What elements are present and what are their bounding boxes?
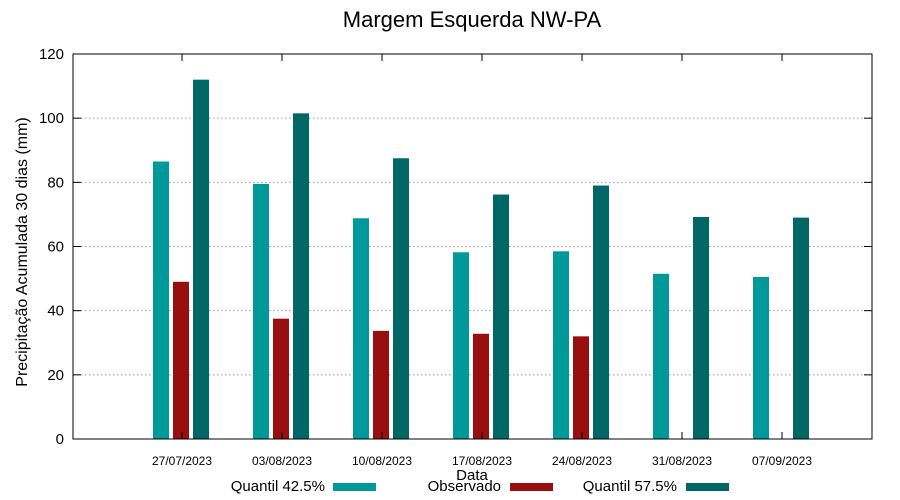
bar	[553, 251, 569, 439]
grid-layer	[73, 117, 872, 376]
x-tick-label: 03/08/2023	[252, 454, 312, 468]
bar	[653, 273, 669, 439]
legend-label: Observado	[428, 478, 501, 495]
y-tick-label: 120	[39, 46, 64, 63]
x-tick-label: 27/07/2023	[152, 454, 212, 468]
bar	[793, 217, 809, 439]
x-tick-label: 10/08/2023	[352, 454, 412, 468]
y-tick-label: 80	[47, 174, 64, 191]
legend-swatch	[686, 483, 729, 491]
x-tick-label: 07/09/2023	[752, 454, 812, 468]
bar	[493, 194, 509, 439]
y-tick-label: 100	[39, 110, 64, 127]
bar	[253, 183, 269, 439]
x-tick-label: 24/08/2023	[552, 454, 612, 468]
legend: Quantil 42.5% Observado Quantil 57.5%	[231, 478, 729, 495]
legend-label: Quantil 57.5%	[583, 478, 677, 495]
y-tick-label: 0	[56, 431, 64, 448]
bar	[573, 336, 589, 439]
bar	[193, 79, 209, 440]
legend-label: Quantil 42.5%	[231, 478, 325, 495]
bar	[273, 318, 289, 439]
bars-layer	[153, 79, 809, 440]
y-tick-label: 40	[47, 303, 64, 320]
bar	[353, 218, 369, 439]
bar	[373, 330, 389, 439]
legend-swatch	[333, 483, 376, 491]
y-axis-label: Precipitação Acumulada 30 dias (mm)	[14, 117, 31, 386]
bar	[753, 276, 769, 439]
bar	[293, 113, 309, 440]
legend-swatch	[510, 483, 553, 491]
x-tick-label: 31/08/2023	[652, 454, 712, 468]
y-tick-label: 60	[47, 239, 64, 256]
bar	[153, 161, 169, 439]
bar	[393, 158, 409, 440]
y-tick-label: 20	[47, 367, 64, 384]
bar	[593, 185, 609, 439]
bar	[173, 281, 189, 439]
x-axis-label: Data	[456, 467, 488, 484]
bar	[473, 333, 489, 439]
chart-title: Margem Esquerda NW-PA	[343, 7, 602, 32]
x-tick-label: 17/08/2023	[452, 454, 512, 468]
ticks-layer: 0 20 40 60 80 100 120 27/07/2023 03/08/2023 10/08…	[39, 46, 872, 468]
bar	[453, 252, 469, 439]
bar	[693, 216, 709, 439]
plot-frame	[72, 53, 873, 440]
